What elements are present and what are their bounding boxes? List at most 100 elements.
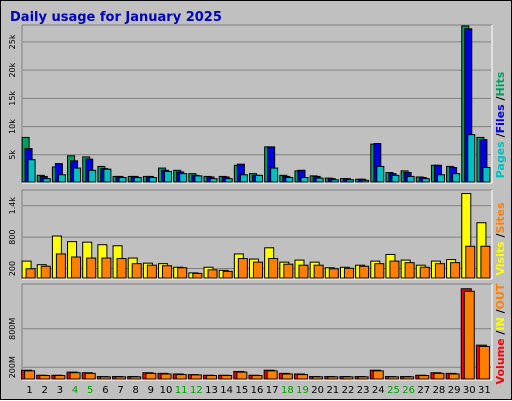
bar-sites-day-26	[404, 262, 415, 279]
x-tick-label-day: 20	[311, 385, 324, 396]
bar-pages-day-21	[330, 179, 339, 183]
bar-pages-day-17	[270, 167, 279, 183]
bar-out-day-26	[403, 376, 415, 380]
bar-pages-day-15	[239, 174, 248, 183]
legend-volume-in-out-entry: Volume	[494, 338, 507, 384]
x-tick-label-day: 4	[72, 385, 78, 396]
legend-pages-files-hits-entry: Pages	[494, 141, 507, 179]
bar-out-day-28	[433, 372, 445, 380]
bar-out-day-16	[251, 375, 263, 380]
bar-sites-day-17	[268, 258, 279, 279]
bar-out-day-29	[448, 373, 460, 380]
bar-pages-day-24	[376, 165, 385, 183]
bar-pages-day-27	[421, 178, 430, 183]
legend-pages-files-hits: Pages /Files /Hits	[494, 71, 507, 178]
bar-pages-day-23	[361, 179, 370, 183]
legend-visits-sites: Visits /Sites	[494, 202, 507, 275]
bar-pages-day-2	[42, 178, 51, 183]
bar-out-day-12	[190, 374, 202, 380]
bar-pages-day-30	[467, 134, 476, 183]
y-tick-label-volume: 800M	[8, 318, 17, 340]
bar-sites-day-19	[298, 264, 309, 279]
x-tick-label-day: 25	[387, 385, 400, 396]
x-tick-label-day: 12	[190, 385, 203, 396]
x-tick-label-day: 13	[205, 385, 218, 396]
x-tick-label-day: 18	[281, 385, 294, 396]
bar-out-day-22	[342, 376, 354, 380]
y-tick-label-hits: 20k	[8, 62, 17, 77]
x-tick-label-day: 30	[463, 385, 476, 396]
bar-sites-day-1	[25, 268, 36, 279]
x-tick-label-day: 10	[160, 385, 173, 396]
x-tick-label-day: 1	[26, 385, 32, 396]
bar-out-day-15	[236, 371, 248, 380]
x-tick-label-day: 11	[175, 385, 188, 396]
x-tick-label-day: 14	[220, 385, 233, 396]
y-tick-label-hits: 15k	[8, 91, 17, 106]
bar-out-day-13	[206, 375, 218, 380]
bar-out-day-31	[478, 345, 490, 380]
plot-area-volume	[21, 283, 493, 381]
bar-pages-day-12	[194, 175, 203, 183]
legend-pages-files-hits-entry: /	[494, 95, 507, 104]
bar-pages-day-31	[482, 167, 491, 183]
legend-visits-sites-entry: Visits	[494, 241, 507, 276]
y-tick-label-visits: 1.4k	[8, 197, 17, 215]
x-tick-label-day: 19	[296, 385, 309, 396]
bar-out-day-5	[84, 372, 96, 380]
legend-visits-sites-entry: /	[494, 232, 507, 241]
bar-sites-day-27	[419, 266, 430, 279]
y-tick-label-hits: 25k	[8, 34, 17, 49]
bar-pages-day-26	[406, 175, 415, 183]
plot-area-hits-bg	[22, 25, 492, 183]
bar-sites-day-21	[328, 268, 339, 279]
bar-out-day-8	[130, 376, 142, 380]
bar-sites-day-9	[146, 264, 157, 279]
bar-pages-day-5	[88, 169, 97, 183]
legend-pages-files-hits-entry: /	[494, 132, 507, 141]
bar-sites-day-3	[55, 253, 66, 279]
y-tick-label-visits: 200	[8, 261, 17, 276]
bar-pages-day-7	[118, 177, 127, 183]
bar-sites-day-14	[222, 270, 233, 279]
x-tick-label-day: 7	[117, 385, 123, 396]
legend-pages-files-hits-entry: Hits	[494, 71, 507, 96]
y-tick-label-visits: 800	[8, 229, 17, 244]
bar-pages-day-9	[148, 177, 157, 183]
bar-pages-day-6	[103, 168, 112, 183]
bar-sites-day-15	[237, 258, 248, 279]
bar-sites-day-22	[343, 267, 354, 279]
bar-sites-day-2	[40, 265, 51, 279]
plot-area-hits	[21, 24, 493, 184]
bar-sites-day-12	[192, 272, 203, 279]
bar-pages-day-18	[285, 177, 294, 183]
bar-sites-day-25	[389, 260, 400, 279]
x-tick-label-day: 15	[235, 385, 248, 396]
legend-pages-files-hits-entry: Files	[494, 104, 507, 134]
bar-pages-day-8	[133, 177, 142, 183]
bar-out-day-21	[327, 376, 339, 380]
x-tick-label-day: 23	[357, 385, 370, 396]
bar-out-day-18	[281, 373, 293, 380]
bar-sites-day-6	[101, 257, 112, 279]
bar-out-day-1	[24, 370, 36, 380]
bar-pages-day-25	[391, 174, 400, 183]
x-tick-label-day: 22	[342, 385, 355, 396]
bar-sites-day-31	[480, 245, 491, 279]
bar-pages-day-4	[73, 167, 82, 183]
bar-out-day-30	[463, 290, 475, 380]
x-tick-label-day: 29	[448, 385, 461, 396]
bar-out-day-2	[39, 375, 51, 380]
bar-pages-day-20	[315, 177, 324, 183]
plot-area-volume-bg	[22, 284, 492, 380]
bar-pages-day-28	[436, 174, 445, 183]
x-tick-label-day: 9	[148, 385, 154, 396]
bar-sites-day-13	[207, 269, 218, 279]
bar-pages-day-1	[27, 159, 36, 183]
x-tick-label-day: 3	[57, 385, 63, 396]
x-tick-label-day: 31	[478, 385, 491, 396]
bar-sites-day-8	[131, 263, 142, 279]
x-tick-label-day: 8	[133, 385, 139, 396]
